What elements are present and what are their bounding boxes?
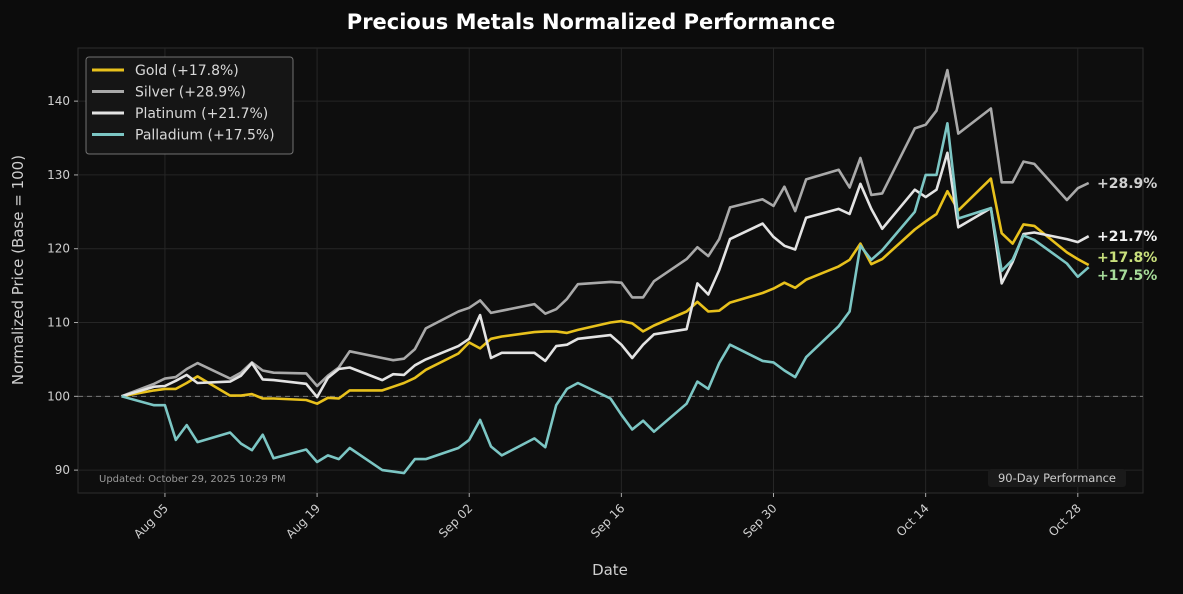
end-label-silver: +28.9% bbox=[1097, 176, 1157, 192]
y-tick-label: 110 bbox=[47, 316, 70, 330]
end-label-platinum: +21.7% bbox=[1097, 229, 1157, 245]
series-line-gold bbox=[121, 177, 1090, 406]
y-tick-label: 130 bbox=[47, 168, 70, 182]
y-axis-label: Normalized Price (Base = 100) bbox=[9, 155, 27, 385]
end-label-gold: +17.8% bbox=[1097, 250, 1157, 266]
legend-label: Silver (+28.9%) bbox=[135, 85, 246, 101]
y-tick-label: 120 bbox=[47, 242, 70, 256]
chart-title: Precious Metals Normalized Performance bbox=[347, 10, 835, 34]
period-badge bbox=[988, 469, 1126, 487]
legend-label: Gold (+17.8%) bbox=[135, 63, 239, 79]
series-line-platinum bbox=[121, 151, 1090, 399]
y-tick-label: 90 bbox=[55, 463, 70, 477]
y-tick-label: 140 bbox=[47, 94, 70, 108]
end-label-palladium: +17.5% bbox=[1097, 268, 1157, 284]
y-tick-label: 100 bbox=[47, 389, 70, 403]
series-line-palladium bbox=[121, 122, 1090, 475]
series-lines bbox=[121, 68, 1090, 475]
period-badge-text: 90-Day Performance bbox=[998, 471, 1116, 485]
legend-box bbox=[85, 56, 294, 155]
updated-timestamp: Updated: October 29, 2025 10:29 PM bbox=[99, 474, 286, 485]
legend: Gold (+17.8%) Silver (+28.9%) Platinum (+2… bbox=[85, 56, 294, 155]
series-line-silver bbox=[121, 68, 1090, 398]
end-labels: +17.8% +28.9% +21.7% +17.5% bbox=[1097, 176, 1157, 284]
legend-label: Palladium (+17.5%) bbox=[135, 128, 275, 144]
x-axis-label: Date bbox=[592, 561, 628, 579]
legend-label: Platinum (+21.7%) bbox=[135, 106, 268, 122]
